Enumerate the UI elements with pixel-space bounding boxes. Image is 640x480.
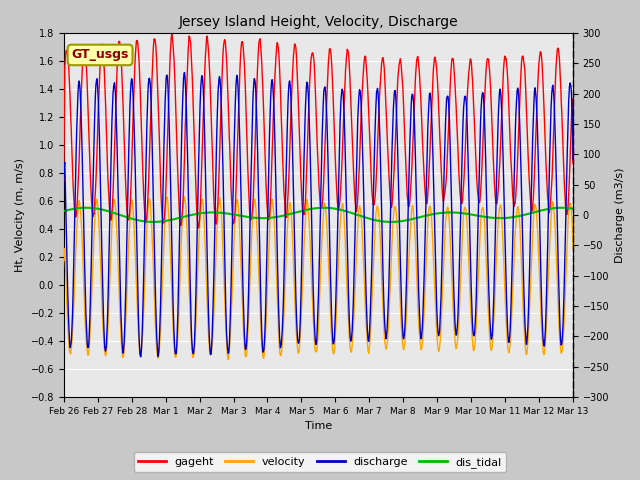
discharge (308, 229, 316, 235)
discharge (180, 70, 188, 75)
velocity (308, 284, 316, 289)
dis_tidal (60, 208, 68, 214)
gageht (60, 179, 68, 184)
discharge (461, 94, 469, 99)
discharge (86, 318, 93, 324)
dis_tidal (308, 206, 316, 212)
Y-axis label: Discharge (m3/s): Discharge (m3/s) (615, 168, 625, 263)
Line: gageht: gageht (64, 35, 573, 228)
discharge (137, 354, 145, 360)
velocity (555, 311, 563, 317)
dis_tidal (294, 209, 302, 215)
dis_tidal (569, 206, 577, 212)
Legend: gageht, velocity, discharge, dis_tidal: gageht, velocity, discharge, dis_tidal (134, 452, 506, 472)
discharge (555, 271, 563, 276)
gageht (195, 225, 202, 231)
dis_tidal (86, 205, 94, 211)
dis_tidal (555, 205, 563, 211)
velocity (180, 194, 188, 200)
X-axis label: Time: Time (305, 421, 332, 432)
discharge (294, 340, 302, 346)
Line: velocity: velocity (64, 197, 573, 360)
Title: Jersey Island Height, Velocity, Discharge: Jersey Island Height, Velocity, Discharg… (179, 15, 458, 29)
velocity (461, 206, 469, 212)
gageht (569, 160, 577, 166)
velocity (224, 357, 232, 362)
velocity (569, 246, 577, 252)
gageht (168, 32, 175, 37)
discharge (569, 156, 577, 162)
gageht (86, 158, 93, 164)
dis_tidal (387, 219, 395, 225)
dis_tidal (461, 211, 469, 216)
gageht (555, 49, 563, 55)
velocity (86, 336, 93, 342)
gageht (294, 101, 302, 107)
Text: GT_usgs: GT_usgs (72, 48, 129, 61)
gageht (308, 51, 316, 57)
velocity (60, 257, 68, 263)
Y-axis label: Ht, Velocity (m, m/s): Ht, Velocity (m, m/s) (15, 158, 25, 272)
Line: dis_tidal: dis_tidal (64, 208, 573, 222)
discharge (555, 282, 563, 288)
velocity (294, 350, 302, 356)
gageht (555, 47, 563, 52)
dis_tidal (83, 205, 90, 211)
discharge (60, 174, 68, 180)
gageht (461, 147, 469, 153)
velocity (555, 316, 563, 322)
Line: discharge: discharge (64, 72, 573, 357)
dis_tidal (555, 205, 563, 211)
